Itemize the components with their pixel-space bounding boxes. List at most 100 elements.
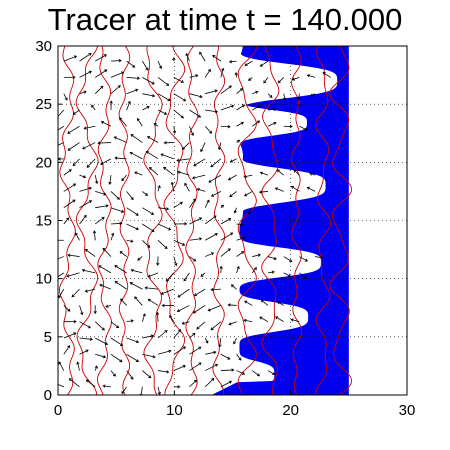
velocity-arrow — [163, 167, 174, 176]
velocity-arrow-head — [68, 169, 72, 173]
velocity-arrow — [189, 346, 201, 355]
velocity-arrow — [189, 109, 201, 118]
velocity-arrow-head — [179, 201, 183, 205]
velocity-arrow — [142, 106, 150, 111]
velocity-arrow-head — [290, 185, 295, 189]
velocity-arrow — [126, 239, 134, 242]
velocity-arrow-head — [276, 301, 281, 305]
velocity-arrow-head — [177, 294, 181, 298]
velocity-arrow — [173, 126, 176, 134]
velocity-arrow — [94, 321, 105, 331]
velocity-arrow — [67, 125, 80, 134]
velocity-arrow — [200, 272, 206, 277]
velocity-arrow-head — [277, 80, 281, 84]
velocity-arrow — [141, 313, 146, 322]
velocity-arrow-head — [210, 327, 214, 331]
velocity-arrow — [204, 378, 215, 388]
velocity-arrow-head — [84, 289, 88, 293]
velocity-arrow — [115, 157, 127, 160]
velocity-arrow-head — [166, 207, 170, 211]
velocity-arrow-head — [320, 255, 324, 260]
velocity-arrow-head — [168, 349, 172, 353]
velocity-arrow — [58, 361, 65, 371]
velocity-arrow — [231, 284, 237, 290]
velocity-arrow-head — [83, 214, 87, 218]
velocity-arrow-head — [230, 104, 235, 108]
velocity-arrow — [210, 321, 222, 331]
velocity-arrow-head — [227, 177, 232, 181]
velocity-arrow — [71, 288, 80, 298]
y-tick-label: 20 — [35, 154, 52, 171]
velocity-arrow — [236, 266, 240, 273]
velocity-arrow-head — [212, 55, 216, 58]
velocity-arrow — [259, 316, 269, 323]
velocity-arrow — [142, 335, 154, 339]
velocity-arrow-head — [236, 265, 240, 270]
velocity-arrow-head — [67, 345, 71, 349]
velocity-arrow — [165, 272, 175, 282]
velocity-arrow — [248, 77, 253, 81]
velocity-arrow-head — [306, 186, 310, 190]
velocity-arrow — [310, 93, 316, 97]
velocity-arrow-head — [242, 104, 246, 108]
velocity-arrow-head — [121, 390, 125, 395]
velocity-arrow — [211, 191, 222, 197]
velocity-arrow-head — [66, 217, 70, 221]
velocity-arrow-head — [52, 382, 54, 384]
velocity-arrow-head — [200, 273, 204, 277]
velocity-arrow-head — [114, 265, 118, 268]
velocity-arrow — [248, 207, 253, 214]
velocity-arrow-head — [160, 153, 164, 157]
velocity-arrow — [114, 281, 127, 290]
velocity-arrow-head — [259, 316, 263, 320]
velocity-arrow-head — [166, 370, 170, 374]
velocity-arrow-head — [97, 141, 101, 145]
velocity-arrow-head — [211, 377, 215, 381]
velocity-arrow-head — [272, 372, 276, 376]
velocity-arrow-head — [227, 248, 231, 252]
velocity-arrow-head — [257, 253, 261, 257]
velocity-arrow-head — [88, 186, 92, 191]
velocity-arrow — [130, 152, 143, 160]
velocity-arrow — [126, 207, 139, 216]
velocity-arrow — [157, 330, 168, 339]
velocity-arrow — [103, 385, 111, 388]
velocity-arrow-head — [310, 93, 314, 97]
velocity-arrow — [148, 298, 159, 306]
velocity-arrow — [157, 185, 161, 192]
velocity-arrow — [230, 158, 237, 163]
velocity-arrow — [142, 207, 154, 215]
velocity-arrow — [119, 251, 127, 257]
velocity-arrow — [126, 89, 138, 95]
velocity-arrow-head — [76, 361, 80, 365]
velocity-arrow — [283, 272, 291, 277]
velocity-arrow — [173, 109, 184, 119]
velocity-arrow — [63, 345, 70, 355]
velocity-arrow — [119, 117, 127, 127]
velocity-arrow-head — [217, 146, 222, 151]
velocity-arrow-head — [103, 54, 107, 58]
velocity-arrow — [126, 320, 134, 323]
velocity-arrow-head — [85, 379, 89, 383]
velocity-arrow-head — [282, 97, 287, 101]
velocity-arrow — [110, 71, 124, 78]
velocity-arrow — [208, 305, 222, 311]
velocity-arrow — [220, 68, 224, 78]
velocity-arrow — [204, 125, 212, 134]
velocity-arrow — [148, 272, 159, 278]
velocity-arrow-head — [144, 192, 149, 196]
velocity-arrow — [58, 256, 64, 260]
velocity-arrow — [291, 186, 300, 192]
velocity-arrow — [173, 239, 185, 246]
velocity-arrow — [121, 174, 127, 181]
velocity-arrow — [86, 379, 96, 388]
velocity-arrow-head — [243, 318, 247, 323]
velocity-arrow-head — [147, 244, 151, 248]
velocity-arrow-head — [215, 109, 219, 114]
velocity-arrow — [63, 305, 71, 312]
velocity-arrow — [299, 125, 308, 131]
velocity-arrow — [204, 233, 218, 241]
velocity-arrow-head — [259, 171, 263, 175]
velocity-arrow-head — [168, 227, 172, 231]
velocity-arrow — [161, 288, 174, 295]
